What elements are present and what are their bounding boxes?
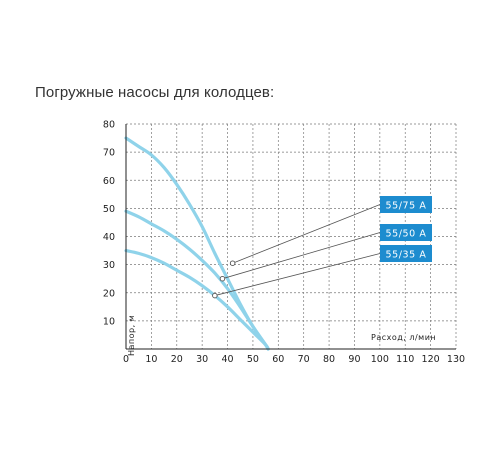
series-badge [380, 196, 432, 213]
y-axis-label: Напор, м [127, 315, 136, 356]
series-badge [380, 224, 432, 241]
y-tick-label: 10 [103, 316, 115, 327]
series-badge-label: 55/35 A [385, 250, 426, 261]
y-tick-label: 50 [103, 204, 115, 215]
series-marker [219, 275, 226, 282]
x-tick-label: 120 [422, 354, 440, 365]
x-tick-label: 0 [123, 354, 129, 365]
y-tick-label: 60 [103, 176, 115, 187]
x-tick-label: 70 [298, 354, 310, 365]
y-tick-label: 70 [103, 148, 115, 159]
x-tick-label: 10 [145, 354, 157, 365]
y-tick-label: 80 [103, 120, 115, 131]
page-title: Погружные насосы для колодцев: [35, 84, 275, 101]
series-badges: 55/75 A 55/50 A 55/35 A [380, 196, 432, 262]
y-tick-label: 40 [103, 232, 115, 243]
x-tick-label: 20 [171, 354, 183, 365]
x-tick-label: 40 [221, 354, 233, 365]
series-badge [380, 245, 432, 262]
x-tick-label: 80 [323, 354, 335, 365]
series-line [124, 209, 270, 351]
x-tick-label: 100 [371, 354, 389, 365]
tick-labels: 0 10 20 30 40 50 60 70 80 90 100 110 120 130 10 20 30 40 5… [103, 120, 465, 366]
axes [125, 124, 456, 350]
series-curves [124, 136, 270, 351]
y-tick-label: 20 [103, 288, 115, 299]
x-tick-label: 90 [348, 354, 360, 365]
series-badge-label: 55/75 A [385, 201, 426, 212]
grid-lines [126, 123, 457, 349]
series-marker [229, 260, 236, 266]
x-tick-label: 30 [196, 354, 208, 365]
leader-line [222, 232, 381, 280]
leader-lines [212, 204, 381, 299]
series-line [124, 248, 270, 351]
x-tick-label: 110 [396, 354, 414, 365]
x-tick-label: 50 [247, 354, 259, 365]
y-tick-label: 30 [103, 260, 115, 271]
leader-line [232, 204, 381, 264]
series-marker [212, 292, 218, 299]
x-tick-label: 60 [272, 354, 284, 365]
x-tick-label: 130 [447, 354, 465, 365]
x-axis-label: Расход, л/мин [371, 333, 436, 342]
series-badge-label: 55/50 A [385, 229, 426, 240]
leader-line [214, 253, 381, 296]
